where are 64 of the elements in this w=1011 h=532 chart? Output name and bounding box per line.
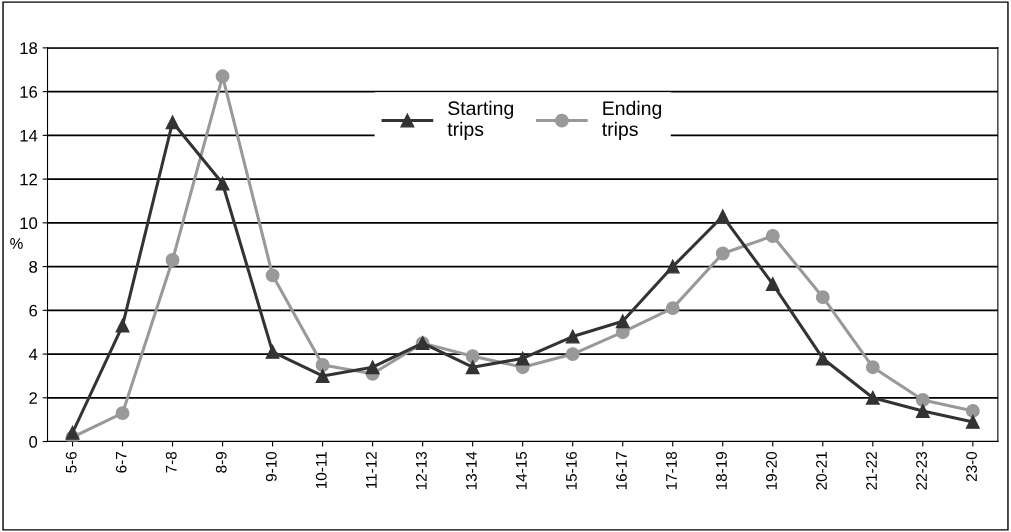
legend-label: Starting trips bbox=[447, 100, 513, 140]
y-tick-label: 16 bbox=[20, 86, 38, 98]
point bbox=[315, 369, 330, 383]
x-tick-label: 13-14 bbox=[465, 451, 477, 490]
point bbox=[615, 314, 630, 329]
y-tick-label: 12 bbox=[20, 173, 37, 186]
x-tick-label: 20-21 bbox=[816, 452, 827, 490]
x-tick-label: 23-0 bbox=[966, 451, 977, 482]
x-tick-label: 6-7 bbox=[115, 452, 127, 473]
y-tick-label: 6 bbox=[29, 304, 38, 317]
point bbox=[115, 406, 130, 421]
x-tick-label: 5-6 bbox=[65, 451, 77, 473]
point bbox=[515, 351, 530, 366]
point bbox=[565, 329, 580, 344]
x-tick-label: 10-11 bbox=[315, 452, 327, 489]
point bbox=[65, 425, 80, 440]
point bbox=[565, 347, 580, 362]
point bbox=[915, 403, 930, 418]
point bbox=[715, 209, 730, 224]
point bbox=[815, 290, 830, 305]
x-tick-label: 21-22 bbox=[866, 452, 877, 490]
point bbox=[365, 360, 380, 375]
point bbox=[465, 349, 480, 364]
point bbox=[665, 259, 680, 274]
x-tick-label: 18-19 bbox=[716, 452, 727, 490]
point bbox=[265, 268, 280, 283]
x-tick-label: 14-15 bbox=[516, 451, 527, 490]
point bbox=[915, 393, 930, 407]
point bbox=[215, 69, 230, 84]
x-tick-label: 19-20 bbox=[766, 451, 777, 490]
point bbox=[765, 229, 780, 243]
x-tick-label: 16-17 bbox=[616, 452, 627, 490]
y-tick-label: 0 bbox=[29, 435, 38, 448]
y-tick-label: 14 bbox=[20, 129, 38, 142]
x-tick-label: 12-13 bbox=[415, 451, 427, 490]
point bbox=[965, 414, 980, 429]
point bbox=[865, 360, 880, 375]
x-tick-label: 22-23 bbox=[916, 451, 927, 490]
x-tick-label: 15-16 bbox=[565, 451, 577, 490]
x-tick-label: 7-8 bbox=[165, 451, 177, 473]
point bbox=[815, 351, 830, 366]
point bbox=[965, 403, 980, 418]
x-tick-label: 8-9 bbox=[215, 452, 227, 473]
point bbox=[665, 301, 680, 316]
point bbox=[315, 358, 330, 372]
point bbox=[215, 176, 230, 191]
point bbox=[865, 390, 880, 405]
x-tick-label: 17-18 bbox=[666, 451, 677, 490]
point bbox=[715, 246, 730, 261]
point bbox=[165, 115, 180, 130]
y-tick-label: 4 bbox=[28, 348, 38, 361]
y-tick-label: 10 bbox=[20, 217, 38, 230]
point bbox=[115, 318, 130, 333]
point bbox=[765, 277, 780, 292]
y-tick-label: 18 bbox=[20, 42, 38, 55]
point bbox=[465, 360, 480, 375]
point bbox=[165, 253, 180, 267]
y-axis-title: % bbox=[10, 238, 23, 249]
legend-label: Ending trips bbox=[602, 100, 662, 140]
point bbox=[265, 344, 280, 359]
y-tick-label: 8 bbox=[29, 260, 38, 273]
x-tick-label: 9-10 bbox=[265, 451, 277, 482]
x-tick-label: 11-12 bbox=[365, 452, 377, 489]
y-tick-label: 2 bbox=[29, 392, 37, 404]
